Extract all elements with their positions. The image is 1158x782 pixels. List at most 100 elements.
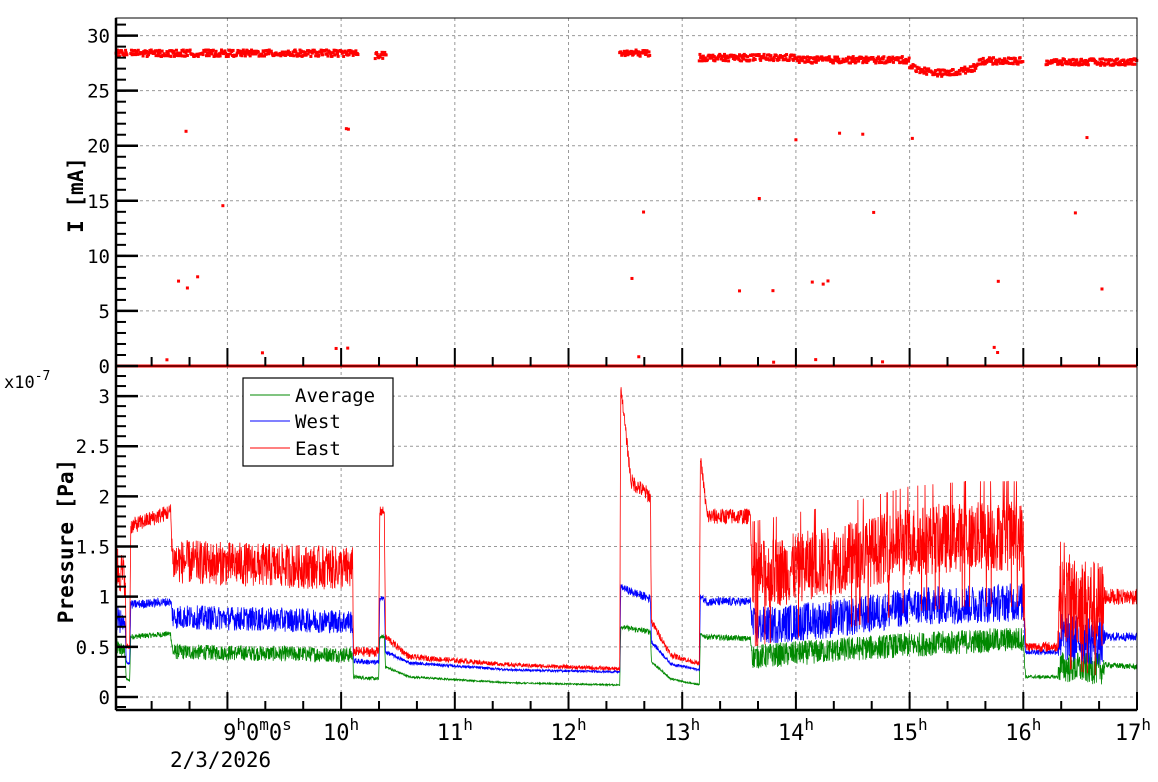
current-point	[164, 54, 168, 58]
current-outlier-point	[996, 279, 1000, 283]
current-outlier-point	[838, 131, 842, 135]
current-point	[294, 50, 298, 54]
current-outlier-point	[344, 127, 348, 131]
x-tick-label: 13h	[664, 715, 700, 746]
current-point	[184, 51, 188, 55]
current-point	[297, 52, 301, 56]
series-line-east	[115, 387, 1138, 676]
current-point	[122, 53, 126, 57]
current-point	[724, 59, 728, 63]
current-outlier-point	[872, 210, 876, 214]
bottom-y-tick-label: 0	[99, 687, 110, 709]
current-outlier-point	[996, 351, 1000, 355]
current-outlier-point	[177, 279, 181, 283]
current-point	[260, 54, 264, 58]
current-point	[921, 68, 925, 72]
current-point	[379, 53, 383, 57]
current-point	[144, 49, 148, 53]
current-point	[845, 59, 849, 63]
current-point	[201, 53, 205, 57]
current-point	[220, 48, 224, 52]
current-point	[325, 48, 329, 52]
current-point	[167, 54, 171, 58]
current-point	[812, 60, 816, 64]
current-point	[181, 54, 185, 58]
current-point	[758, 57, 762, 61]
current-point	[648, 53, 652, 57]
current-point	[848, 61, 852, 65]
current-point	[880, 61, 884, 65]
current-point	[974, 66, 978, 70]
current-outlier-point	[1100, 287, 1104, 291]
current-point	[863, 58, 867, 62]
current-point	[849, 56, 853, 60]
current-point	[331, 51, 335, 55]
current-point	[846, 57, 850, 61]
current-point	[191, 52, 195, 56]
current-point	[222, 52, 226, 56]
current-point	[1014, 59, 1018, 63]
bottom-y-tick-label: 2.5	[76, 436, 110, 458]
current-point	[619, 50, 623, 54]
current-outlier-point	[1073, 211, 1077, 215]
current-point	[182, 50, 186, 54]
current-point	[238, 49, 242, 53]
current-point	[351, 53, 355, 57]
current-point	[813, 56, 817, 60]
current-point	[637, 50, 641, 54]
current-point	[1084, 62, 1088, 66]
current-point	[1045, 62, 1049, 66]
current-point	[196, 54, 200, 58]
current-point	[746, 55, 750, 59]
legend: Average West East	[242, 377, 394, 467]
current-outlier-point	[196, 275, 200, 279]
current-point	[876, 55, 880, 59]
current-point	[223, 49, 227, 53]
current-point	[703, 56, 707, 60]
current-point	[207, 54, 211, 58]
current-point	[713, 59, 717, 63]
current-point	[156, 52, 160, 56]
current-point	[981, 60, 985, 64]
current-point	[796, 59, 800, 63]
current-point	[214, 49, 218, 53]
current-outlier-point	[637, 355, 641, 359]
bottom-y-tick-label: 0.5	[76, 637, 110, 659]
current-point	[244, 51, 248, 55]
current-point	[384, 53, 388, 57]
current-point	[1021, 60, 1025, 64]
current-point	[814, 60, 818, 64]
current-point	[218, 54, 222, 58]
current-point	[181, 48, 185, 52]
current-point	[947, 71, 951, 75]
current-point	[851, 60, 855, 64]
current-point	[1013, 57, 1017, 61]
current-point	[837, 57, 841, 61]
current-point	[240, 54, 244, 58]
current-point	[914, 70, 918, 74]
current-point	[795, 56, 799, 60]
current-point	[147, 53, 151, 57]
series-line-west	[115, 583, 1138, 675]
current-point	[790, 53, 794, 57]
current-point	[136, 48, 140, 52]
current-point	[1003, 57, 1007, 61]
current-point	[629, 49, 633, 53]
current-point	[205, 51, 209, 55]
current-point	[242, 51, 246, 55]
current-point	[1105, 58, 1109, 62]
current-point	[909, 64, 913, 68]
current-point	[1054, 60, 1058, 64]
current-outlier-point	[221, 204, 225, 208]
current-point	[160, 49, 164, 53]
current-point	[312, 48, 316, 52]
current-outlier-point	[630, 276, 634, 280]
legend-box	[242, 377, 394, 467]
current-point	[874, 61, 878, 65]
current-point	[1073, 61, 1077, 65]
current-point	[334, 48, 338, 52]
current-point	[1067, 62, 1071, 66]
current-point	[938, 71, 942, 75]
current-point	[320, 51, 324, 55]
current-point	[1127, 58, 1131, 62]
